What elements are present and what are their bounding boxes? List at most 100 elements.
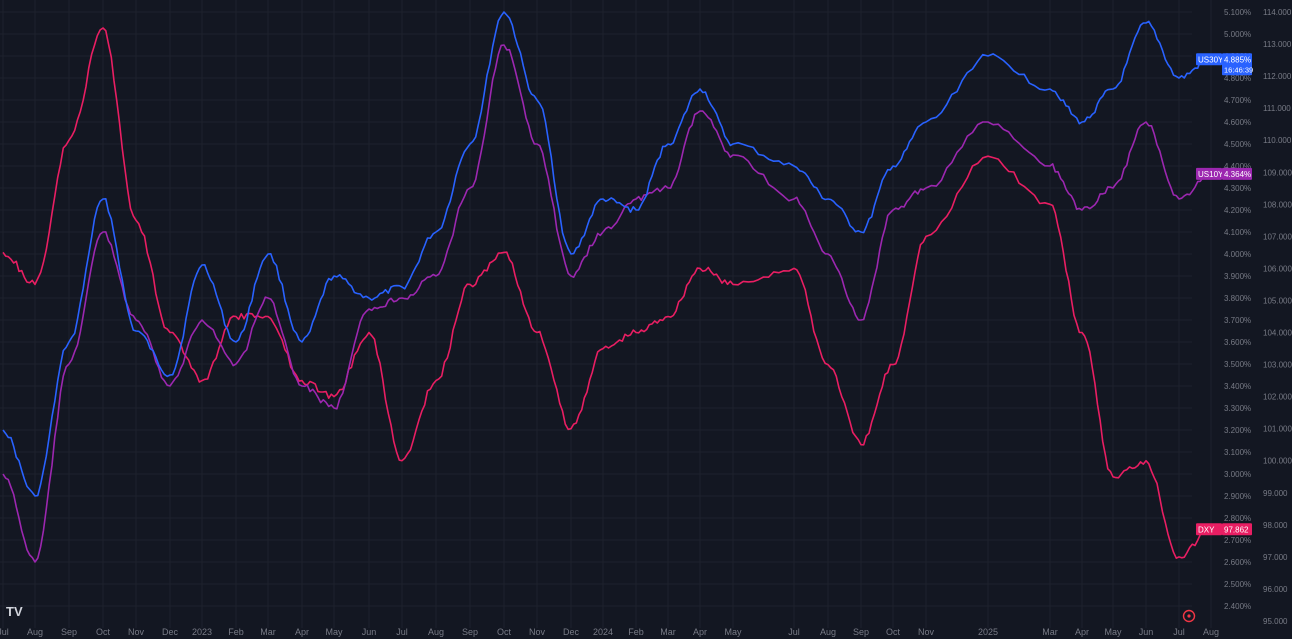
yield-tick-label: 3.200% <box>1224 426 1251 435</box>
x-tick-label: Apr <box>295 627 309 637</box>
yield-tick-label: 3.800% <box>1224 294 1251 303</box>
yield-tick-label: 4.100% <box>1224 228 1251 237</box>
dxy-tick-label: 102.000 <box>1263 393 1292 402</box>
tradingview-logo: TV <box>6 604 23 619</box>
yield-tick-label: 4.800% <box>1224 74 1251 83</box>
dxy-tick-label: 104.000 <box>1263 329 1292 338</box>
x-tick-label: May <box>325 627 343 637</box>
yield-tick-label: 5.000% <box>1224 30 1251 39</box>
series-line-dxy[interactable] <box>2 27 1212 559</box>
x-tick-label: Jun <box>1139 627 1154 637</box>
x-tick-label: 2023 <box>192 627 212 637</box>
yield-tick-label: 3.700% <box>1224 316 1251 325</box>
dxy-tick-label: 105.000 <box>1263 296 1292 305</box>
x-tick-label: Aug <box>428 627 444 637</box>
yield-tick-label: 4.200% <box>1224 206 1251 215</box>
badge-countdown: 16:46:39 <box>1224 65 1253 74</box>
badge-us30y: US30Y 4.885%16:46:39 <box>1196 53 1253 76</box>
dxy-tick-label: 99.000 <box>1263 489 1288 498</box>
x-tick-label: Aug <box>1203 627 1219 637</box>
x-tick-label: Mar <box>260 627 276 637</box>
x-tick-label: Oct <box>497 627 512 637</box>
yield-tick-label: 5.100% <box>1224 8 1251 17</box>
yield-tick-label: 3.600% <box>1224 338 1251 347</box>
yield-tick-label: 2.400% <box>1224 602 1251 611</box>
dxy-tick-label: 109.000 <box>1263 168 1292 177</box>
dxy-tick-label: 113.000 <box>1263 40 1292 49</box>
badge-us10y: US10Y 4.364% <box>1196 167 1252 180</box>
yield-tick-label: 4.400% <box>1224 162 1251 171</box>
badge-last-value: 97.862 <box>1224 525 1249 534</box>
x-tick-label: Sep <box>462 627 478 637</box>
dxy-tick-label: 100.000 <box>1263 457 1292 466</box>
x-tick-label: Mar <box>660 627 676 637</box>
x-tick-label: Jun <box>362 627 377 637</box>
x-tick-label: Nov <box>918 627 935 637</box>
x-tick-label: Jul <box>788 627 800 637</box>
x-tick-label: Jul <box>1173 627 1185 637</box>
x-tick-label: Oct <box>96 627 111 637</box>
yield-tick-label: 2.700% <box>1224 536 1251 545</box>
yield-tick-label: 2.600% <box>1224 558 1251 567</box>
x-tick-label: Dec <box>563 627 580 637</box>
x-tick-label: Apr <box>1075 627 1089 637</box>
yield-tick-label: 2.800% <box>1224 514 1251 523</box>
x-tick-label: Aug <box>820 627 836 637</box>
time-axis: Jul Aug Sep Oct Nov Dec 2023 Feb Mar Apr May Jun Jul… <box>0 627 1219 637</box>
x-tick-label: Feb <box>628 627 644 637</box>
dxy-tick-label: 112.000 <box>1263 72 1292 81</box>
yield-tick-label: 3.100% <box>1224 448 1251 457</box>
x-tick-label: Apr <box>693 627 707 637</box>
yield-tick-label: 3.300% <box>1224 404 1251 413</box>
x-tick-label: Dec <box>162 627 179 637</box>
x-tick-label: Sep <box>853 627 869 637</box>
series-line-us30y[interactable] <box>2 11 1212 497</box>
x-tick-label: Jul <box>396 627 408 637</box>
dxy-tick-label: 103.000 <box>1263 361 1292 370</box>
yield-tick-label: 3.900% <box>1224 272 1251 281</box>
badge-dxy: DXY 97.862 <box>1196 523 1252 536</box>
badge-series-name: US10Y <box>1198 170 1224 179</box>
yield-tick-label: 3.500% <box>1224 360 1251 369</box>
x-tick-label: Sep <box>61 627 77 637</box>
x-tick-label: Nov <box>529 627 546 637</box>
dxy-tick-label: 98.000 <box>1263 521 1288 530</box>
badge-series-name: US30Y <box>1198 55 1224 64</box>
yields-axis: 5.100%5.000%4.900%4.800%4.700%4.600%4.50… <box>1224 8 1251 611</box>
yield-tick-label: 4.600% <box>1224 118 1251 127</box>
yield-tick-label: 4.000% <box>1224 250 1251 259</box>
dxy-tick-label: 108.000 <box>1263 200 1292 209</box>
dxy-tick-label: 101.000 <box>1263 425 1292 434</box>
tradingview-logo-text: TV <box>6 604 23 619</box>
x-tick-label: May <box>724 627 742 637</box>
dxy-tick-label: 111.000 <box>1263 104 1291 113</box>
x-tick-label: Nov <box>128 627 145 637</box>
x-tick-label: Feb <box>228 627 244 637</box>
dxy-tick-label: 96.000 <box>1263 585 1288 594</box>
dxy-tick-label: 110.000 <box>1263 136 1292 145</box>
x-tick-label: Mar <box>1042 627 1058 637</box>
yield-tick-label: 2.500% <box>1224 580 1251 589</box>
x-tick-label: Jul <box>0 627 9 637</box>
settings-icon[interactable] <box>1182 609 1196 623</box>
yield-tick-label: 4.300% <box>1224 184 1251 193</box>
badge-series-name: DXY <box>1198 525 1215 534</box>
series-group <box>2 11 1212 563</box>
yield-tick-label: 3.400% <box>1224 382 1251 391</box>
dxy-axis: 114.000 113.000 112.000 111.000 110.000 109.0… <box>1263 8 1292 626</box>
dxy-tick-label: 106.000 <box>1263 264 1292 273</box>
x-tick-label: 2025 <box>978 627 998 637</box>
yield-tick-label: 3.000% <box>1224 470 1251 479</box>
yield-tick-label: 4.700% <box>1224 96 1251 105</box>
x-tick-label: Oct <box>886 627 901 637</box>
dxy-tick-label: 114.000 <box>1263 8 1292 17</box>
dxy-tick-label: 107.000 <box>1263 232 1292 241</box>
badge-last-value: 4.364% <box>1224 170 1251 179</box>
yield-tick-label: 2.900% <box>1224 492 1251 501</box>
x-tick-label: Aug <box>27 627 43 637</box>
dxy-tick-label: 95.000 <box>1263 617 1288 626</box>
series-line-us10y[interactable] <box>2 44 1212 563</box>
x-tick-label: May <box>1104 627 1122 637</box>
yield-tick-label: 4.500% <box>1224 140 1251 149</box>
